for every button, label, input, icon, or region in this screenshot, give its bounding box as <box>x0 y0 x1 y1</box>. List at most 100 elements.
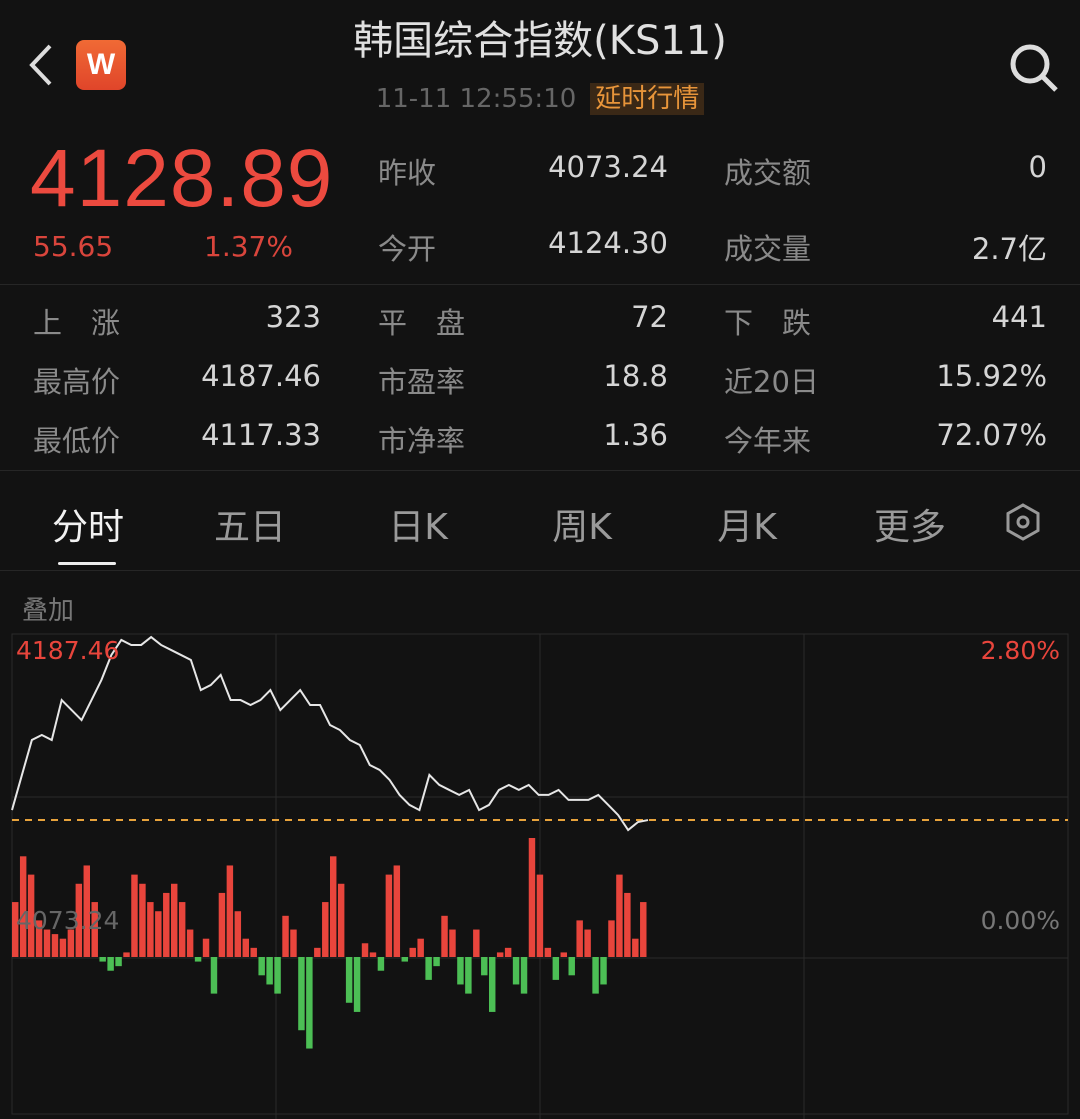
volume-bar <box>83 865 90 957</box>
volume-bar <box>123 952 130 957</box>
chevron-left-icon <box>29 44 52 86</box>
volume-bar <box>210 957 218 994</box>
volume-bar <box>67 929 75 957</box>
volume-bar <box>576 920 583 957</box>
volume-bar <box>345 957 353 1003</box>
tab-4[interactable]: 月K <box>717 507 777 548</box>
stat-value: 0 <box>1028 150 1047 184</box>
volume-bar <box>274 957 281 994</box>
stat-label: 市净率 <box>378 424 466 458</box>
volume-bar <box>337 883 345 957</box>
volume-bar <box>481 957 488 976</box>
volume-bar <box>163 892 170 957</box>
back-button[interactable] <box>26 42 56 92</box>
volume-bar <box>12 902 19 957</box>
volume-bar <box>632 938 639 957</box>
stat-value: 18.8 <box>603 359 668 393</box>
volume-bar <box>282 915 289 957</box>
base-pct-label: 0.00% <box>980 906 1060 935</box>
volume-bar <box>27 874 35 957</box>
volume-bar <box>385 874 393 957</box>
volume-bar <box>473 929 480 957</box>
tab-0[interactable]: 分时 <box>51 507 125 548</box>
volume-bar <box>115 957 122 967</box>
volume-bar <box>19 856 27 957</box>
divider <box>0 284 1080 285</box>
stat-value: 72 <box>631 300 668 334</box>
volume-bar <box>353 957 361 1012</box>
volume-bar <box>258 957 265 976</box>
volume-bar <box>131 874 138 957</box>
price-line <box>11 635 649 832</box>
volume-bar <box>568 957 575 976</box>
stat-label: 昨收 <box>378 156 437 190</box>
search-icon <box>1010 44 1058 92</box>
volume-bar <box>520 957 528 994</box>
volume-bar <box>139 883 146 957</box>
volume-bar <box>242 938 249 957</box>
chart-settings-button[interactable] <box>1003 502 1043 546</box>
volume-bar <box>608 920 615 957</box>
stat-value: 15.92% <box>936 359 1047 393</box>
stat-label: 近20日 <box>724 365 819 399</box>
stat-value: 4124.30 <box>548 226 668 260</box>
volume-bar <box>465 957 472 994</box>
volume-bar <box>584 929 591 957</box>
volume-bar <box>250 947 257 957</box>
volume-bar <box>194 957 202 962</box>
volume-bar <box>226 865 234 957</box>
volume-bar <box>433 957 440 967</box>
app-logo[interactable]: W <box>76 40 126 90</box>
volume-bar <box>409 947 416 957</box>
stat-label: 最高价 <box>33 365 121 399</box>
volume-bar <box>401 957 408 962</box>
divider <box>0 470 1080 471</box>
change-percent: 1.37% <box>204 230 293 263</box>
tab-2[interactable]: 日K <box>388 507 448 548</box>
volume-bar <box>393 865 401 957</box>
volume-bar <box>640 902 647 957</box>
stat-label: 成交额 <box>724 156 812 190</box>
volume-bar <box>616 874 623 957</box>
volume-bar <box>544 947 552 957</box>
volume-bar <box>35 920 43 957</box>
volume-bar <box>449 929 456 957</box>
stat-value: 4073.24 <box>548 150 668 184</box>
volume-bar <box>552 957 560 980</box>
volume-bar <box>322 902 329 957</box>
base-price-label: 4073.24 <box>16 906 120 935</box>
volume-bar <box>171 883 178 957</box>
search-button[interactable] <box>1008 42 1060 98</box>
active-tab-indicator <box>58 562 116 565</box>
stat-value: 1.36 <box>603 418 668 452</box>
volume-bar <box>186 929 194 957</box>
volume-bar <box>457 957 464 985</box>
volume-bar <box>290 929 297 957</box>
delay-tag: 延时行情 <box>590 83 705 115</box>
volume-bar <box>218 892 226 957</box>
tab-5[interactable]: 更多 <box>873 507 947 548</box>
volume-bar <box>99 957 106 962</box>
stat-label: 成交量 <box>724 232 812 266</box>
volume-bar <box>504 947 512 957</box>
high-pct-label: 2.80% <box>980 636 1060 665</box>
settings-icon <box>1006 503 1040 541</box>
volume-bar <box>75 883 83 957</box>
overlay-button[interactable]: 叠加 <box>22 596 75 626</box>
tab-3[interactable]: 周K <box>552 507 612 548</box>
volume-bar <box>560 952 567 957</box>
volume-bar <box>314 947 321 957</box>
volume-bar <box>592 957 599 994</box>
tab-1[interactable]: 五日 <box>213 507 287 548</box>
volume-bar <box>600 957 607 985</box>
volume-bar <box>178 902 186 957</box>
volume-bar <box>441 915 448 957</box>
volume-bar <box>202 938 210 957</box>
stat-value: 4187.46 <box>201 359 321 393</box>
volume-bar <box>107 957 114 971</box>
stat-value: 72.07% <box>936 418 1047 452</box>
stat-value: 441 <box>991 300 1047 334</box>
volume-bar <box>306 957 313 1049</box>
datetime: 11-11 12:55:10 <box>375 84 577 114</box>
